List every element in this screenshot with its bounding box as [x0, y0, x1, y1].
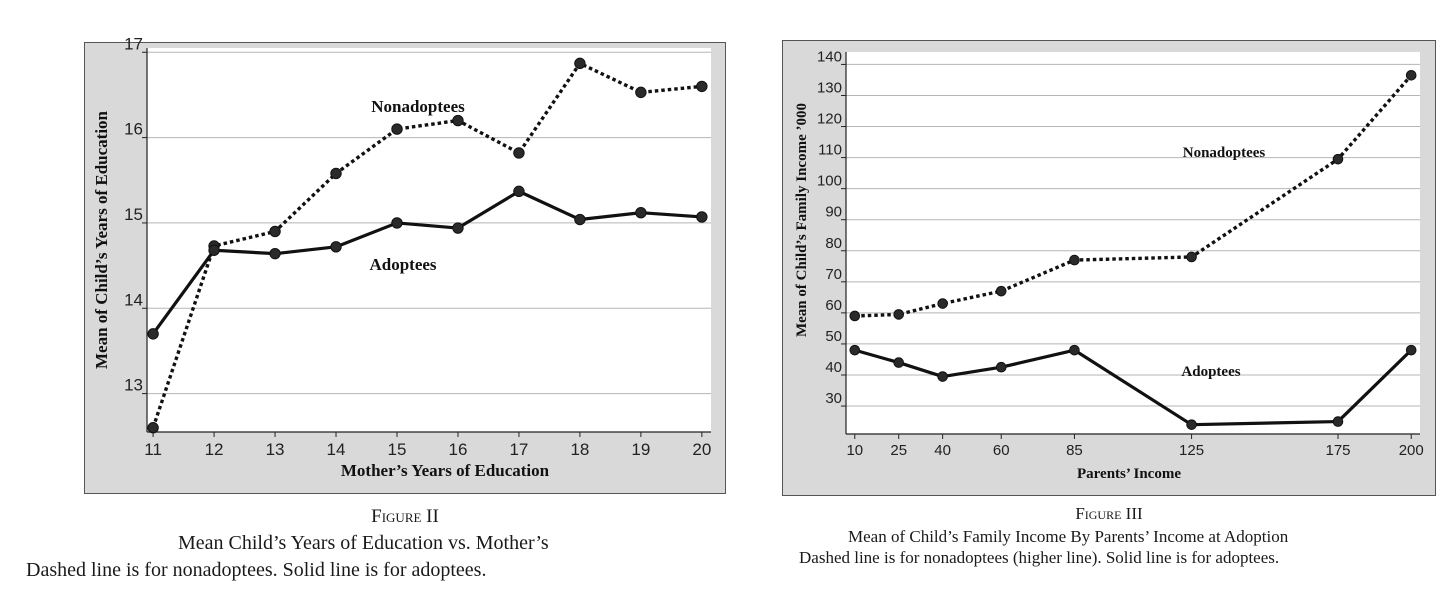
fig2-x-tick-label: 16: [449, 440, 468, 459]
fig3-point-nonadoptees: [849, 310, 861, 322]
fig3-point-nonadoptees: [937, 298, 948, 309]
fig3-point-nonadoptees: [995, 285, 1007, 297]
fig2-point-nonadoptees: [696, 80, 708, 93]
fig3-x-tick-label: 60: [993, 442, 1010, 459]
fig3-y-tick-label: 110: [818, 142, 842, 159]
figure-iii-note: Dashed line is for nonadoptees (higher l…: [799, 548, 1280, 567]
fig3-x-axis-label: Parents’ Income: [1077, 466, 1181, 482]
fig3-y-tick-label: 80: [825, 235, 842, 252]
fig2-y-tick-label: 16: [124, 120, 143, 139]
fig2-point-nonadoptees: [147, 422, 159, 434]
fig2-x-tick-label: 12: [205, 440, 224, 459]
fig3-y-axis-label: Mean of Child’s Family Income ’000: [794, 103, 810, 337]
fig2-point-adoptees: [574, 213, 586, 226]
fig2-point-adoptees: [330, 241, 342, 253]
fig3-x-tick-label: 200: [1399, 442, 1424, 459]
fig3-y-tick-label: 40: [825, 359, 842, 376]
fig3-annotation-adoptees: Adoptees: [1181, 364, 1240, 380]
fig3-point-nonadoptees: [1332, 153, 1344, 165]
fig2-x-tick-label: 17: [509, 440, 528, 459]
fig3-plot-area: [846, 52, 1420, 434]
fig3-point-nonadoptees: [893, 309, 905, 320]
fig3-point-adoptees: [1069, 344, 1080, 356]
fig2-point-adoptees: [391, 217, 403, 229]
figure-ii-title: Mean Child’s Years of Education vs. Moth…: [178, 532, 549, 554]
fig3-point-nonadoptees: [1069, 254, 1080, 266]
fig3-y-tick-label: 130: [817, 79, 842, 96]
fig2-x-axis-label: Mother’s Years of Education: [341, 461, 550, 480]
fig3-y-tick-label: 60: [825, 297, 842, 314]
fig2-x-tick-label: 13: [266, 440, 285, 459]
fig2-annotation-nonadoptees: Nonadoptees: [371, 97, 465, 116]
fig2-y-tick-label: 15: [124, 205, 143, 224]
fig3-y-tick-label: 90: [825, 204, 842, 221]
fig3-y-tick-label: 50: [825, 328, 842, 345]
fig3-annotation-nonadoptees: Nonadoptees: [1183, 145, 1266, 161]
fig2-point-nonadoptees: [269, 225, 281, 238]
fig3-y-tick-label: 30: [825, 390, 842, 407]
fig3-y-tick-label: 100: [817, 173, 842, 190]
fig2-point-adoptees: [452, 222, 464, 234]
fig3-x-tick-label: 85: [1066, 442, 1083, 459]
fig2-y-tick-label: 14: [124, 290, 143, 309]
fig2-point-nonadoptees: [574, 57, 586, 70]
fig2-y-tick-label: 17: [124, 34, 143, 53]
fig3-x-tick-label: 10: [846, 442, 863, 459]
fig2-annotation-adoptees: Adoptees: [369, 255, 436, 274]
fig2-y-axis-label: Mean of Child’s Years of Education: [92, 110, 111, 369]
fig2-point-adoptees: [269, 247, 281, 260]
fig3-point-adoptees: [995, 361, 1007, 373]
fig2-series-nonadoptees-line: [151, 61, 703, 429]
fig2-x-tick-label: 18: [570, 440, 589, 459]
fig3-point-adoptees: [1332, 416, 1344, 427]
fig2-plot-area: [147, 48, 711, 432]
fig2-point-nonadoptees: [452, 114, 464, 127]
fig2-point-nonadoptees: [391, 123, 403, 135]
fig2-point-adoptees: [208, 244, 220, 256]
fig3-x-tick-label: 175: [1325, 442, 1350, 459]
fig2-point-adoptees: [635, 206, 647, 219]
fig2-point-nonadoptees: [635, 86, 647, 99]
fig3-x-tick-label: 25: [890, 442, 907, 459]
fig3-x-tick-label: 40: [934, 442, 951, 459]
fig2-x-tick-label: 14: [327, 440, 346, 459]
fig3-point-nonadoptees: [1405, 69, 1417, 81]
fig2-x-tick-label: 15: [388, 440, 407, 459]
fig2-y-tick-label: 13: [124, 376, 143, 395]
fig2-x-tick-label: 11: [144, 440, 162, 459]
fig2-point-adoptees: [147, 328, 159, 340]
fig2-x-tick-label: 20: [692, 440, 711, 459]
fig3-point-adoptees: [1186, 419, 1197, 430]
figure-iii-number: Figure III: [1075, 504, 1143, 523]
fig2-series-adoptees-line: [151, 189, 702, 335]
fig3-point-adoptees: [1405, 344, 1417, 356]
fig3-series-nonadoptees-line: [854, 74, 1413, 318]
figure-iii-title: Mean of Child’s Family Income By Parents…: [848, 527, 1289, 546]
fig3-y-tick-label: 140: [817, 48, 842, 65]
fig3-x-tick-label: 125: [1179, 442, 1204, 459]
fig3-y-tick-label: 70: [825, 266, 842, 283]
figure-ii-note: Dashed line is for nonadoptees. Solid li…: [26, 559, 487, 581]
fig2-point-nonadoptees: [330, 167, 342, 180]
fig3-y-tick-label: 120: [817, 111, 842, 128]
fig2-point-adoptees: [513, 185, 525, 198]
fig2-point-adoptees: [696, 211, 708, 223]
fig3-point-adoptees: [849, 344, 861, 356]
fig2-x-tick-label: 19: [631, 440, 650, 459]
figure-ii-number: Figure II: [371, 506, 439, 527]
fig2-point-nonadoptees: [513, 147, 525, 159]
fig3-point-adoptees: [893, 357, 905, 368]
fig3-series-adoptees-line: [854, 348, 1413, 427]
fig3-point-adoptees: [937, 371, 948, 382]
fig3-point-nonadoptees: [1186, 251, 1197, 263]
